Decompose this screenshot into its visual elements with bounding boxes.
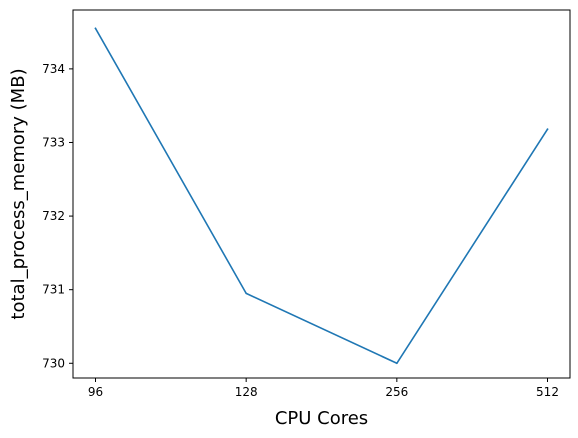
y-tick-label: 732 <box>42 209 65 223</box>
x-tick-label: 256 <box>385 385 408 399</box>
data-point <box>245 292 247 295</box>
series-layer <box>94 27 549 365</box>
x-tick-label: 96 <box>88 385 103 399</box>
y-tick-label: 733 <box>42 135 65 149</box>
x-axis-ticks: 96 128 256 512 <box>88 378 559 399</box>
y-axis-ticks: 730 731 732 733 734 <box>42 62 73 370</box>
y-axis-label: total_process_memory (MB) <box>8 68 29 319</box>
plot-frame <box>72 9 571 379</box>
series-line <box>94 27 549 365</box>
plot-area <box>73 10 570 378</box>
x-tick-label: 128 <box>235 385 258 399</box>
y-tick-label: 734 <box>42 62 65 76</box>
data-point <box>396 362 398 365</box>
x-axis-label: CPU Cores <box>275 408 368 429</box>
data-point <box>546 128 549 131</box>
y-tick-label: 730 <box>42 356 65 370</box>
y-tick-label: 731 <box>42 283 65 297</box>
x-tick-label: 512 <box>536 385 559 399</box>
data-point <box>94 27 97 30</box>
